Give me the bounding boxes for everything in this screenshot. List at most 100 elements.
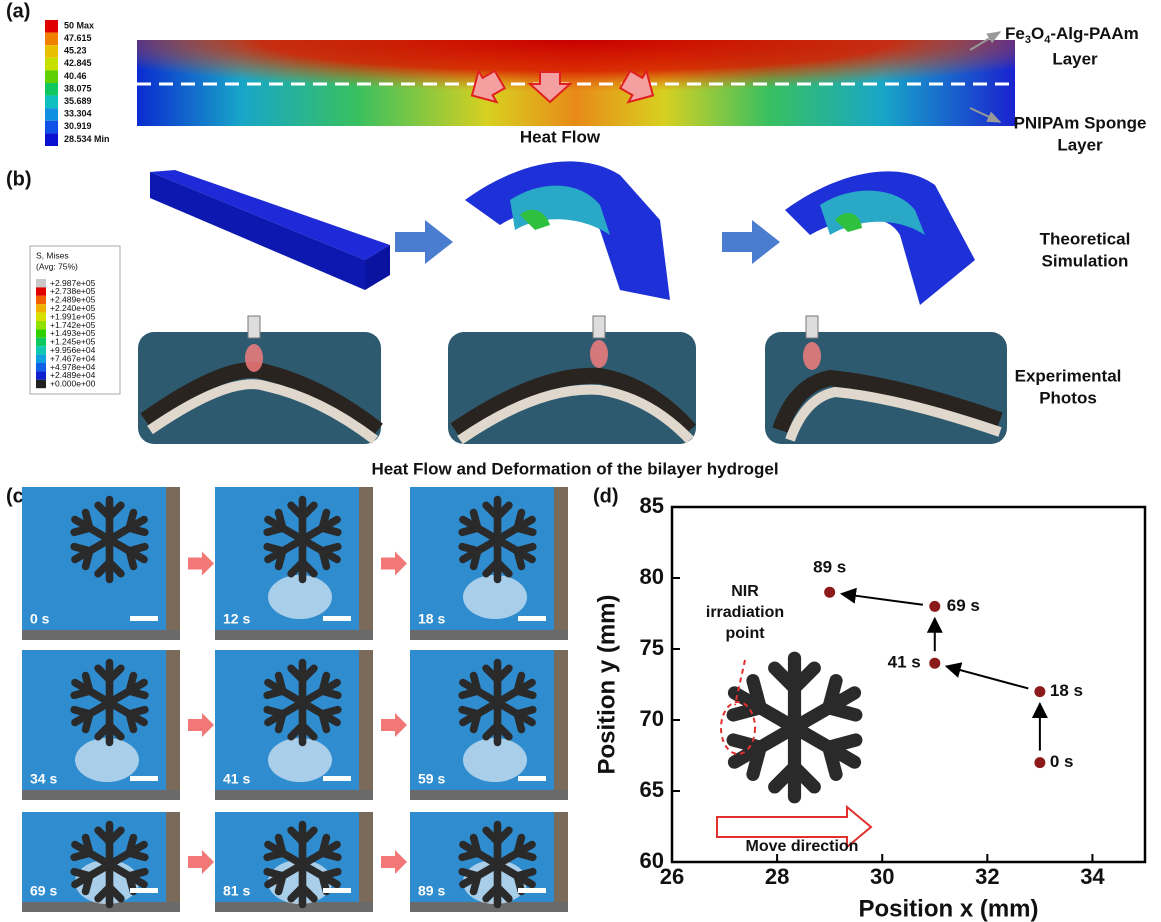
x-tick-label: 30: [870, 864, 894, 889]
colorbar-swatch: [45, 108, 58, 121]
mises-swatch: [36, 355, 46, 363]
colorbar-label: 50 Max: [64, 20, 94, 30]
mises-swatch: [36, 279, 46, 287]
mises-swatch: [36, 338, 46, 346]
point-label: 69 s: [947, 596, 980, 615]
x-axis-label: Position x (mm): [858, 895, 1038, 922]
colorbar-swatch: [45, 58, 58, 71]
ruler: [22, 630, 180, 640]
colorbar-swatch: [45, 33, 58, 46]
time-label: 59 s: [418, 771, 445, 787]
mises-swatch: [36, 380, 46, 388]
ruler: [359, 650, 373, 800]
mises-swatch: [36, 313, 46, 321]
ruler: [359, 487, 373, 640]
row-label: Theoretical: [1040, 229, 1131, 248]
legend-title: S, Mises: [36, 250, 69, 260]
layer-label: Fe3O4-Alg-PAAm: [1005, 24, 1139, 45]
annotation: NIR: [731, 583, 759, 600]
scale-bar: [518, 888, 546, 893]
layer-label: PNIPAm Sponge: [1014, 113, 1147, 132]
scale-bar: [323, 888, 351, 893]
x-tick-label: 28: [765, 864, 789, 889]
colorbar-label: 38.075: [64, 83, 92, 93]
y-tick-label: 85: [640, 493, 664, 518]
colorbar-swatch: [45, 45, 58, 58]
mises-label: +0.000e+00: [50, 379, 96, 389]
layer-label: Layer: [1052, 49, 1098, 68]
ruler: [166, 487, 180, 640]
ruler: [359, 812, 373, 912]
mises-swatch: [36, 363, 46, 371]
annotation: irradiation: [706, 604, 784, 621]
time-label: 69 s: [30, 883, 57, 899]
path-arrow: [842, 594, 923, 605]
colorbar-label: 28.534 Min: [64, 134, 110, 144]
time-label: 34 s: [30, 771, 57, 787]
colorbar-label: 45.23: [64, 46, 87, 56]
experiment-photos: [138, 316, 1007, 444]
mises-swatch: [36, 287, 46, 295]
y-tick-label: 70: [640, 706, 664, 731]
mises-swatch: [36, 321, 46, 329]
point-label: 89 s: [813, 558, 846, 577]
point: [824, 587, 835, 598]
point: [1034, 757, 1045, 768]
colorbar-label: 47.615: [64, 33, 92, 43]
flow-arrows: [395, 220, 780, 264]
step-arrow: [188, 552, 214, 576]
point-label: 41 s: [888, 653, 921, 672]
time-label: 89 s: [418, 883, 445, 899]
colorbar-swatch: [45, 20, 58, 33]
colorbar-label: 40.46: [64, 71, 87, 81]
legend-subtitle: (Avg: 75%): [36, 261, 78, 271]
y-axis-label: Position y (mm): [593, 594, 620, 774]
y-tick-label: 80: [640, 564, 664, 589]
y-tick-label: 75: [640, 635, 664, 660]
ruler: [410, 790, 568, 800]
colorbar-swatch: [45, 83, 58, 96]
time-label: 0 s: [30, 611, 50, 627]
row-label: Photos: [1039, 388, 1097, 407]
layer-label: Layer: [1057, 135, 1103, 154]
caption: Heat Flow and Deformation of the bilayer…: [371, 459, 778, 478]
colorbar-swatch: [45, 133, 58, 146]
colorbar-label: 33.304: [64, 109, 92, 119]
annotation: point: [725, 625, 765, 642]
colorbar-swatch: [45, 70, 58, 83]
x-tick-label: 32: [975, 864, 999, 889]
colorbar-label: 35.689: [64, 96, 92, 106]
time-label: 12 s: [223, 611, 250, 627]
scale-bar: [518, 776, 546, 781]
colorbar-swatch: [45, 96, 58, 109]
scale-bar: [323, 776, 351, 781]
colorbar: 50 Max 47.615 45.23 42.845 40.46 38.075 35.689…: [45, 20, 110, 146]
ruler: [554, 650, 568, 800]
colorbar-label: 42.845: [64, 58, 92, 68]
annotation: Move direction: [746, 838, 859, 855]
hot-zone: [137, 40, 1015, 126]
panel-label: (a): [6, 0, 30, 22]
ruler: [22, 790, 180, 800]
x-tick-label: 34: [1080, 864, 1105, 889]
point: [929, 601, 940, 612]
point: [1034, 686, 1045, 697]
time-label: 18 s: [418, 611, 445, 627]
mises-swatch: [36, 346, 46, 354]
step-arrow: [381, 713, 407, 737]
scale-bar: [130, 888, 158, 893]
scale-bar: [130, 616, 158, 621]
mises-swatch: [36, 304, 46, 312]
point: [929, 658, 940, 669]
ruler: [554, 487, 568, 640]
panel-label: (b): [6, 168, 32, 190]
ruler: [215, 790, 373, 800]
scale-bar: [518, 616, 546, 621]
row-label: Simulation: [1042, 251, 1129, 270]
step-arrow: [188, 850, 214, 874]
ruler: [554, 812, 568, 912]
path-arrow: [946, 666, 1028, 688]
ruler: [166, 812, 180, 912]
scale-bar: [130, 776, 158, 781]
figure: (a) 50 Max 47.615 45.23 42.845 40.46 38.075 35…: [0, 0, 1161, 922]
